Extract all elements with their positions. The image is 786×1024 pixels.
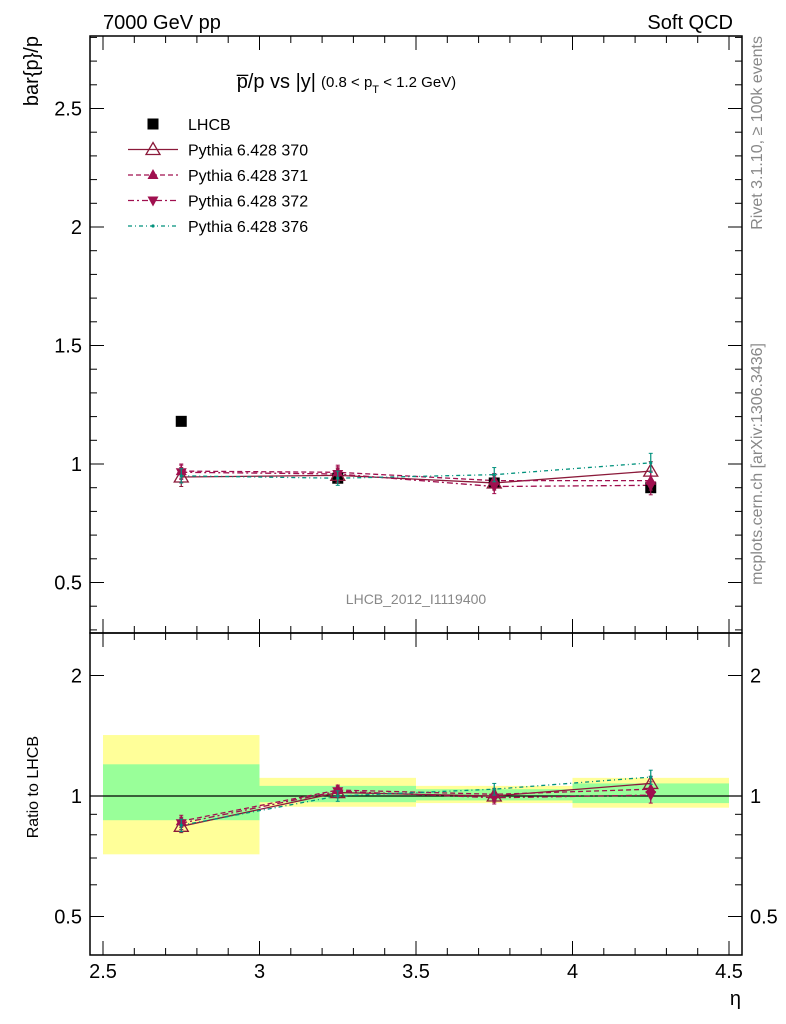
watermark: LHCB_2012_I1119400 xyxy=(346,591,487,607)
marker-dot xyxy=(649,461,653,465)
marker-dot xyxy=(492,473,496,477)
y-tick-label: 1 xyxy=(71,454,82,476)
legend-label-p376: Pythia 6.428 376 xyxy=(188,219,308,236)
marker-triangle-down xyxy=(147,196,159,207)
y-tick-label: 2.5 xyxy=(54,99,82,121)
marker-triangle-down xyxy=(488,793,500,804)
x-tick-label: 2.5 xyxy=(89,961,117,983)
top-ylabel: bar{p}/p xyxy=(21,36,43,106)
marker-dot xyxy=(336,794,340,798)
ratio-line-p376 xyxy=(181,776,651,826)
marker-triangle-down xyxy=(645,481,657,492)
marker-dot xyxy=(336,476,340,480)
plot-title: p̅/p vs |y| xyxy=(237,71,316,93)
plot-subtitle: (0.8 < pT < 1.2 GeV) xyxy=(321,74,456,96)
legend-label-p370: Pythia 6.428 370 xyxy=(188,143,308,160)
y-tick-label: 1.5 xyxy=(54,336,82,358)
marker-dot xyxy=(179,474,183,478)
y-tick-label: 2 xyxy=(71,666,82,688)
marker-dot xyxy=(492,787,496,791)
y-tick-label-right: 0.5 xyxy=(750,907,778,929)
marker-square xyxy=(175,415,187,427)
legend-label-p371: Pythia 6.428 371 xyxy=(188,168,308,185)
marker-dot xyxy=(649,775,653,779)
marker-triangle-down xyxy=(645,791,657,802)
marker-dot xyxy=(179,823,183,827)
y-tick-label: 2 xyxy=(71,217,82,239)
x-tick-label: 4.5 xyxy=(715,961,743,983)
marker-triangle-up xyxy=(147,169,159,179)
y-tick-label-right: 2 xyxy=(750,666,761,688)
rivet-label: Rivet 3.1.10, ≥ 100k events xyxy=(749,36,766,230)
top-line-p370 xyxy=(181,470,651,484)
x-tick-label: 4 xyxy=(567,961,578,983)
legend-label-p372: Pythia 6.428 372 xyxy=(188,194,308,211)
marker-triangle-open xyxy=(144,141,162,156)
top-line-p376 xyxy=(181,462,651,479)
marker-triangle-down xyxy=(488,482,500,493)
y-tick-label: 0.5 xyxy=(54,573,82,595)
mcplots-label: mcplots.cern.ch [arXiv:1306.3436] xyxy=(749,343,766,585)
ratio-line-p371 xyxy=(181,788,651,822)
header-left: 7000 GeV pp xyxy=(103,12,221,34)
legend-label-data: LHCB xyxy=(188,117,231,134)
y-tick-label: 0.5 xyxy=(54,907,82,929)
bottom-ylabel: Ratio to LHCB xyxy=(25,736,42,838)
x-tick-label: 3.5 xyxy=(402,961,430,983)
y-tick-label: 1 xyxy=(71,786,82,808)
ratio-line-p372 xyxy=(181,790,651,824)
xlabel: η xyxy=(730,988,741,1010)
ratio-band-inner xyxy=(103,764,260,821)
header-right: Soft QCD xyxy=(647,12,733,34)
marker-square xyxy=(147,118,159,130)
x-tick-label: 3 xyxy=(254,961,265,983)
y-tick-label-right: 1 xyxy=(750,786,761,808)
marker-dot xyxy=(151,224,155,228)
